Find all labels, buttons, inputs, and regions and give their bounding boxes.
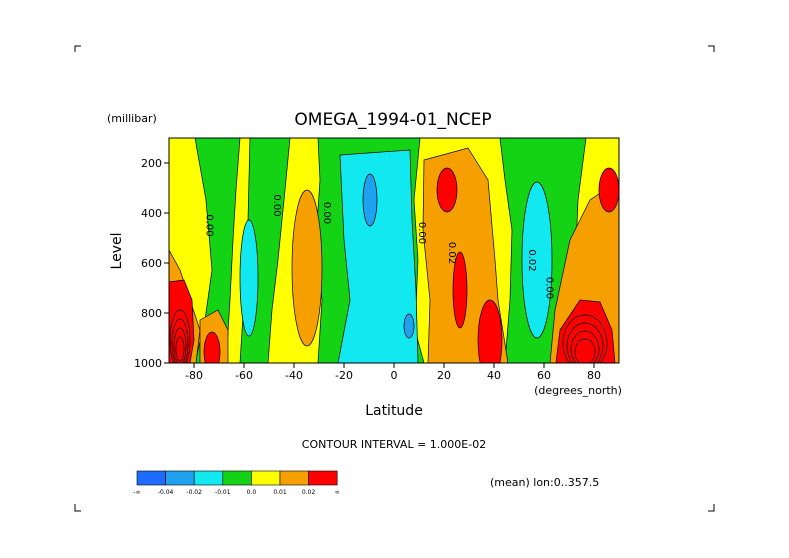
crop-marks: [74, 45, 715, 512]
y-tick-label: 800: [141, 307, 162, 320]
plot-area: 0.00 0.00 0.00 0.00 0.02 0.02 0.00: [168, 137, 620, 364]
contour-interval-text: CONTOUR INTERVAL = 1.000E-02: [302, 438, 486, 451]
contour-label: 0.00: [271, 194, 282, 216]
colorbar-label: -∞: [133, 489, 140, 496]
contour-label: 0.02: [526, 249, 537, 271]
y-tick-label: 400: [141, 207, 162, 220]
contour-label: 0.00: [204, 214, 215, 236]
colorbar: -∞ -0.04 -0.02 -0.01 0.0 0.01 0.02 ∞: [133, 470, 340, 496]
x-tick-label: 60: [537, 369, 551, 382]
contour-labels: 0.00 0.00 0.00 0.00 0.02 0.02 0.00: [204, 194, 555, 299]
contour-fill: [477, 299, 503, 363]
colorbar-label: ∞: [335, 489, 340, 496]
colorbar-swatch: [279, 470, 309, 486]
x-tick-label: -40: [285, 369, 303, 382]
contour-line: [570, 330, 600, 363]
y-axis: 200 400 600 800 1000: [134, 157, 169, 370]
x-tick-label: -80: [185, 369, 203, 382]
colorbar-swatch: [136, 470, 166, 486]
colorbar-label: -0.01: [215, 489, 231, 496]
colorbar-label: 0.01: [273, 489, 287, 496]
colorbar-label: -0.04: [158, 489, 174, 496]
contour-line: [169, 309, 191, 363]
colorbar-swatch: [222, 470, 252, 486]
contour-fill: [598, 167, 619, 213]
colorbar-label: -0.02: [186, 489, 202, 496]
x-axis-label: Latitude: [365, 403, 423, 419]
chart-title: OMEGA_1994-01_NCEP: [294, 110, 491, 130]
colorbar-label: 0.02: [302, 489, 316, 496]
contour-fill: [203, 331, 221, 363]
contour-fill: [239, 219, 259, 337]
contour-line: [566, 322, 604, 363]
x-tick-label: 0: [391, 369, 398, 382]
contour-label: 0.00: [321, 202, 332, 224]
contour-fill: [521, 181, 553, 339]
contour-fill: [194, 138, 241, 363]
contour-line: [171, 318, 189, 363]
contour-line: [562, 314, 608, 363]
colorbar-swatch: [165, 470, 195, 486]
y-tick-label: 200: [141, 157, 162, 170]
contour-fill: [362, 173, 378, 227]
contour-label: 0.02: [446, 242, 457, 264]
colorbar-label: 0.0: [247, 489, 257, 496]
contour-label: 0.00: [544, 277, 555, 299]
footnote-text: (mean) lon:0..357.5: [490, 476, 599, 489]
x-tick-label: 20: [437, 369, 451, 382]
contour-fill: [403, 313, 415, 339]
colorbar-swatch: [251, 470, 281, 486]
contour-label: 0.00: [416, 222, 427, 244]
contour-fill: [452, 251, 468, 329]
x-axis: -80 -60 -40 -20 0 20 40 60 80: [185, 363, 601, 382]
colorbar-swatch: [193, 470, 224, 486]
contour-fill: [337, 149, 419, 363]
contour-fill: [436, 167, 458, 213]
y-tick-label: 600: [141, 257, 162, 270]
colorbar-swatch: [308, 470, 338, 486]
contour-line: [175, 336, 185, 362]
x-tick-label: 40: [487, 369, 501, 382]
y-axis-label: Level: [109, 233, 125, 270]
y-tick-label: 1000: [134, 357, 162, 370]
x-tick-label: -60: [235, 369, 253, 382]
contour-fill: [291, 189, 323, 347]
x-axis-unit: (degrees_north): [534, 384, 622, 397]
y-axis-unit: (millibar): [107, 112, 157, 125]
contour-line: [574, 338, 596, 363]
x-tick-label: -20: [335, 369, 353, 382]
contour-line: [173, 327, 187, 363]
contour-fills: [169, 138, 619, 363]
x-tick-label: 80: [587, 369, 601, 382]
